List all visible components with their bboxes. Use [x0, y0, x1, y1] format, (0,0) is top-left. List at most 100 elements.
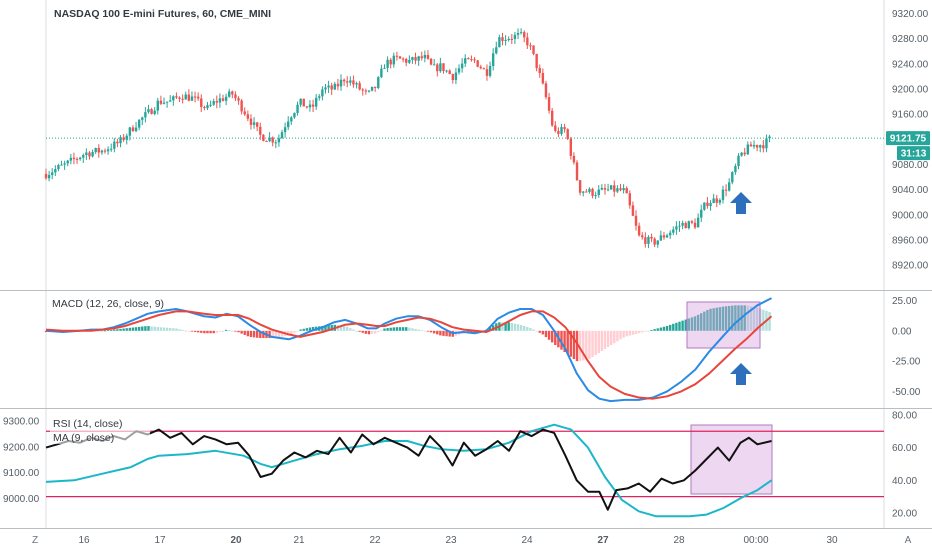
macd-hist-bar [647, 330, 650, 332]
candle-body [131, 127, 135, 132]
candle-body [712, 198, 715, 204]
price-panel[interactable]: NASDAQ 100 E-mini Futures, 60, CME_MINI … [44, 8, 930, 272]
macd-hist-bar [488, 327, 492, 331]
candle-body [535, 53, 538, 69]
macd-hist-bar [169, 327, 172, 331]
macd-hist-bar [122, 328, 125, 331]
candle-body [560, 127, 563, 134]
macd-hist-bar [203, 330, 206, 334]
macd-hist-bar [383, 328, 386, 331]
candle-body [395, 55, 399, 57]
macd-hist-bar [743, 305, 746, 331]
candle-body [283, 127, 287, 133]
candle-body [169, 100, 172, 102]
macd-hist-bar [532, 329, 535, 331]
macd-hist-bar [131, 327, 135, 331]
candle-body [302, 98, 305, 107]
candle-body [749, 144, 753, 147]
rsi-panel[interactable]: 80.00 60.00 40.00 20.00 9300.00 9200.00 9100.… [3, 410, 917, 519]
macd-hist-bar [308, 327, 312, 331]
macd-hist-bar [668, 324, 672, 331]
candle-body [187, 94, 191, 101]
macd-hist-bar [187, 330, 191, 332]
macd-hist-bar [349, 328, 352, 331]
candle-body [752, 144, 756, 147]
time-axis[interactable]: 16 17 20 21 22 23 24 27 28 00:00 30 [78, 535, 838, 546]
price-title: NASDAQ 100 E-mini Futures, 60, CME_MINI [54, 8, 271, 20]
rsi-y-tick: 20.00 [892, 508, 917, 519]
corner-left-label[interactable]: Z [32, 535, 38, 546]
macd-hist-bar [125, 328, 128, 331]
price-y-tick: 9160.00 [892, 110, 929, 121]
macd-hist-bar [672, 323, 675, 331]
candle-body [116, 141, 119, 144]
macd-hist-bar [473, 330, 476, 334]
last-price-rect [886, 131, 930, 146]
macd-panel[interactable]: MACD (12, 26, close, 9) 25.00 0.00 -25.00 -… [44, 296, 921, 403]
macd-hist-bar [367, 330, 371, 335]
macd-hist-bar [731, 305, 734, 331]
countdown-label: 31:13 [901, 149, 927, 160]
candle-body [582, 191, 585, 193]
candle-body [262, 134, 265, 141]
candle-body [405, 59, 408, 63]
macd-hist-bar [305, 328, 309, 331]
macd-hist-bar [339, 325, 343, 331]
candle-body [125, 135, 128, 140]
candle-body [249, 118, 253, 125]
price-y-tick: 8920.00 [892, 261, 929, 272]
rsi-left-tick: 9300.00 [3, 416, 40, 427]
candle-body [106, 149, 110, 152]
candle-body [426, 55, 430, 59]
macd-hist-bar [426, 330, 430, 332]
macd-hist-bar [175, 328, 178, 331]
candles [44, 28, 771, 249]
time-tick: 00:00 [743, 535, 768, 546]
macd-hist-bar [395, 327, 399, 331]
macd-hist-bar [262, 330, 265, 339]
candle-body [575, 162, 579, 181]
candle-body [482, 68, 486, 70]
candle-body [653, 238, 656, 245]
candle-body [47, 174, 51, 179]
macd-hist-bar [749, 306, 753, 331]
macd-hist-bar [563, 330, 566, 353]
macd-hist-bar [746, 305, 750, 331]
macd-hist-bar [271, 330, 274, 338]
candle-body [740, 152, 743, 156]
macd-hist-bar [687, 318, 691, 331]
candle-body [330, 85, 333, 90]
macd-arrow-up-icon [730, 363, 752, 385]
candle-body [665, 235, 669, 238]
candle-body [141, 117, 144, 120]
macd-hist-bar [703, 311, 706, 331]
macd-hist-bar [215, 330, 218, 333]
macd-hist-bar [231, 330, 234, 332]
candle-body [162, 102, 166, 104]
rsi-left-tick: 9000.00 [3, 494, 40, 505]
candle-body [231, 91, 234, 95]
candle-body [57, 165, 60, 170]
macd-hist-bar [370, 330, 374, 334]
macd-hist-bar [535, 330, 538, 332]
macd-hist-bar [386, 328, 389, 331]
rsi-line [45, 428, 772, 511]
candle-body [473, 59, 476, 61]
macd-title: MACD (12, 26, close, 9) [52, 298, 164, 310]
candle-body [566, 129, 569, 139]
macd-hist-bar [141, 326, 144, 331]
candle-body [734, 166, 737, 173]
macd-y-tick: 25.00 [892, 296, 917, 307]
candle-body [709, 203, 712, 207]
macd-hist-bar [103, 330, 107, 332]
candle-body [588, 188, 591, 192]
candle-body [346, 81, 349, 83]
candle-body [134, 127, 138, 132]
macd-hist-bar [706, 309, 709, 331]
candle-body [389, 59, 392, 65]
corner-right-label[interactable]: A [905, 535, 912, 546]
candle-body [479, 66, 482, 69]
candle-body [693, 222, 697, 228]
candle-body [78, 157, 82, 160]
